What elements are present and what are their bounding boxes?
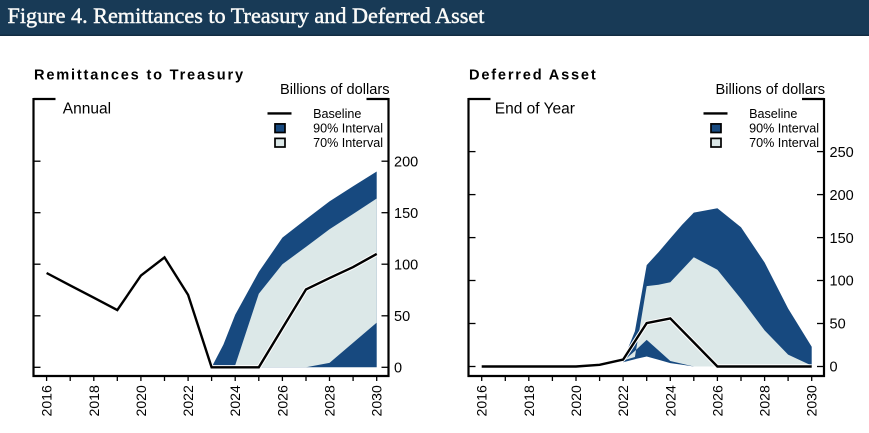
svg-text:100: 100 <box>394 257 418 273</box>
svg-text:50: 50 <box>830 317 846 333</box>
svg-text:2016: 2016 <box>39 385 55 417</box>
svg-text:2020: 2020 <box>133 385 149 417</box>
svg-text:2024: 2024 <box>227 385 243 417</box>
svg-text:2018: 2018 <box>86 385 102 417</box>
svg-text:2028: 2028 <box>322 385 338 417</box>
svg-text:250: 250 <box>830 145 854 161</box>
svg-text:Deferred Asset: Deferred Asset <box>469 67 597 83</box>
svg-text:90% Interval: 90% Interval <box>749 122 819 136</box>
svg-text:150: 150 <box>830 231 854 247</box>
svg-text:2026: 2026 <box>709 385 725 417</box>
svg-text:0: 0 <box>830 360 838 376</box>
svg-text:2018: 2018 <box>521 385 537 417</box>
svg-text:2024: 2024 <box>662 385 678 417</box>
svg-text:Baseline: Baseline <box>749 107 797 121</box>
svg-text:Baseline: Baseline <box>313 107 361 121</box>
svg-text:200: 200 <box>394 154 418 170</box>
svg-text:150: 150 <box>394 206 418 222</box>
svg-text:2022: 2022 <box>615 385 631 417</box>
svg-text:70% Interval: 70% Interval <box>313 136 383 150</box>
svg-text:0: 0 <box>394 361 402 377</box>
svg-text:90% Interval: 90% Interval <box>313 122 383 136</box>
svg-text:200: 200 <box>830 188 854 204</box>
svg-text:Remittances to Treasury: Remittances to Treasury <box>34 67 245 83</box>
svg-text:100: 100 <box>830 274 854 290</box>
svg-text:2026: 2026 <box>274 385 290 417</box>
svg-text:2016: 2016 <box>474 385 490 417</box>
svg-text:70% Interval: 70% Interval <box>749 136 819 150</box>
svg-text:Figure 4. Remittances to Treas: Figure 4. Remittances to Treasury and De… <box>8 3 486 28</box>
svg-text:2022: 2022 <box>180 385 196 417</box>
svg-text:2028: 2028 <box>757 385 773 417</box>
svg-text:2020: 2020 <box>568 385 584 417</box>
svg-text:Billions of dollars: Billions of dollars <box>715 82 825 98</box>
svg-text:2030: 2030 <box>369 385 385 417</box>
svg-text:Billions of dollars: Billions of dollars <box>280 82 390 98</box>
svg-text:End of Year: End of Year <box>495 100 575 117</box>
svg-text:50: 50 <box>394 309 410 325</box>
svg-text:2030: 2030 <box>804 385 820 417</box>
svg-text:Annual: Annual <box>63 100 111 117</box>
